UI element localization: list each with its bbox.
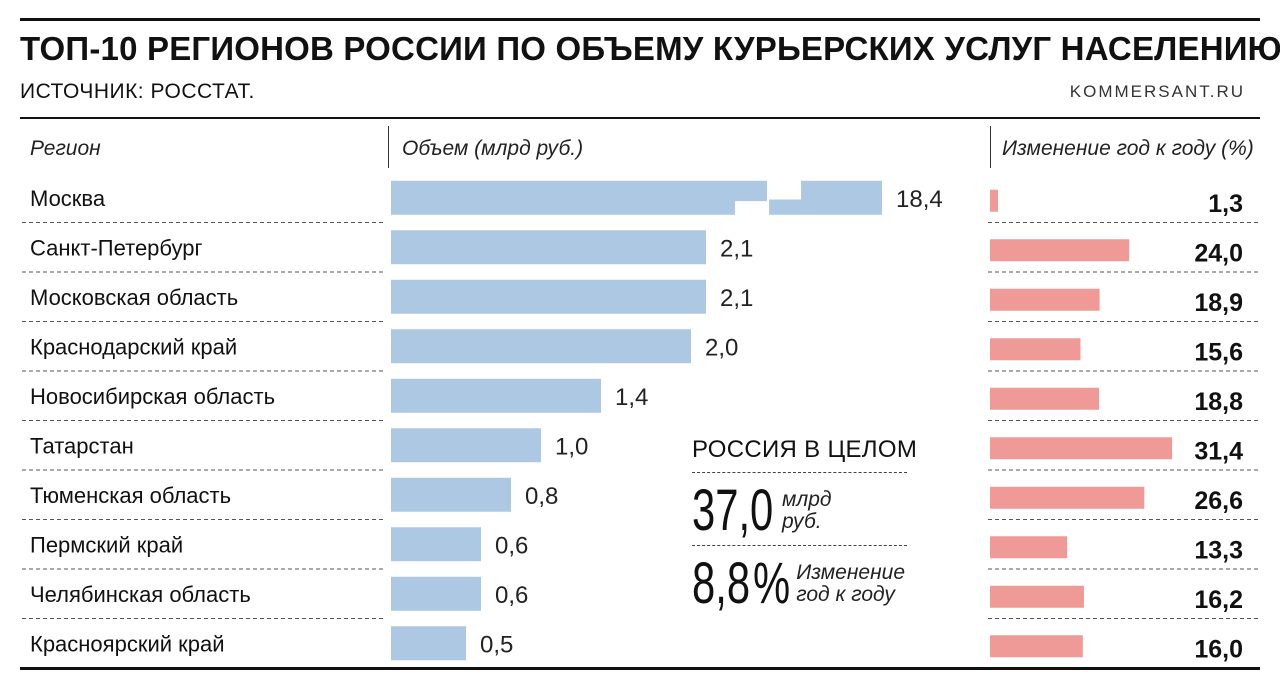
column-divider <box>388 126 389 168</box>
change-bar <box>990 387 1100 410</box>
total-change-label: год к году <box>796 583 895 606</box>
total-change-label: Изменение <box>796 561 905 584</box>
total-volume-unit: млрд <box>782 488 832 511</box>
column-divider <box>990 126 991 168</box>
total-title: РОССИЯ В ЦЕЛОМ <box>692 436 918 463</box>
volume-label: 2,0 <box>705 334 738 361</box>
total-volume-value: 37,0 <box>692 478 774 543</box>
volume-bar <box>391 329 691 364</box>
change-bar <box>990 288 1100 311</box>
volume-label: 0,6 <box>495 532 528 559</box>
change-label: 16,0 <box>1194 635 1243 663</box>
volume-bar <box>391 626 466 661</box>
chart-title: ТОП-10 РЕГИОНОВ РОССИИ ПО ОБЪЕМУ КУРЬЕРС… <box>20 30 1280 67</box>
divider <box>692 545 907 546</box>
region-label: Тюменская область <box>30 483 231 508</box>
change-label: 13,3 <box>1194 536 1243 564</box>
axis-break-gap <box>735 179 802 216</box>
column-header-region: Регион <box>30 137 101 160</box>
change-label: 18,9 <box>1194 289 1243 317</box>
header-rule <box>20 117 1260 119</box>
region-label: Краснодарский край <box>30 334 237 359</box>
site-credit: KOMMERSANT.RU <box>1069 82 1245 101</box>
volume-label: 2,1 <box>720 235 753 262</box>
region-label: Новосибирская область <box>30 384 275 409</box>
region-label: Челябинская область <box>30 582 251 607</box>
source-note: ИСТОЧНИК: РОССТАТ. <box>20 80 255 103</box>
change-bar <box>990 486 1145 509</box>
change-label: 31,4 <box>1194 437 1243 465</box>
region-label: Красноярский край <box>30 631 225 656</box>
column-header-volume: Объем (млрд руб.) <box>402 137 584 160</box>
region-label: Санкт-Петербург <box>30 235 203 260</box>
volume-bar <box>391 477 511 512</box>
volume-bar <box>391 378 601 413</box>
change-label: 26,6 <box>1194 487 1243 515</box>
volume-bar <box>391 230 706 265</box>
change-label: 24,0 <box>1194 239 1243 267</box>
volume-bar <box>391 428 541 463</box>
change-bar <box>990 239 1130 262</box>
change-bar <box>990 338 1081 361</box>
total-change-percent: % <box>752 551 790 616</box>
volume-label: 1,4 <box>615 384 648 411</box>
change-bar <box>990 437 1173 460</box>
region-label: Московская область <box>30 285 238 310</box>
change-bar <box>990 536 1068 559</box>
change-label: 1,3 <box>1208 190 1243 218</box>
total-change-value: 8,8 <box>692 551 751 616</box>
column-header-change: Изменение год к году (%) <box>1002 137 1254 160</box>
volume-label: 2,1 <box>720 285 753 312</box>
top-rule <box>20 18 1260 21</box>
change-bar <box>990 585 1084 608</box>
volume-label: 0,8 <box>525 483 558 510</box>
volume-label: 0,5 <box>480 631 513 658</box>
region-label: Татарстан <box>30 433 134 458</box>
change-label: 16,2 <box>1194 586 1243 614</box>
volume-bar <box>391 180 882 215</box>
region-label: Пермский край <box>30 532 183 557</box>
bottom-rule <box>20 667 1260 670</box>
change-bar <box>990 189 998 212</box>
change-bar <box>990 635 1083 658</box>
volume-label: 18,4 <box>896 186 943 213</box>
volume-label: 0,6 <box>495 582 528 609</box>
total-volume-unit: руб. <box>782 510 822 533</box>
russia-total-panel: РОССИЯ В ЦЕЛОМ 37,0 млрд руб. 8,8 % Изме… <box>692 436 918 616</box>
volume-bar <box>391 279 706 314</box>
region-label: Москва <box>30 186 106 211</box>
change-label: 18,8 <box>1194 388 1243 416</box>
volume-bar <box>391 527 481 562</box>
volume-label: 1,0 <box>555 433 588 460</box>
divider <box>692 472 907 473</box>
change-label: 15,6 <box>1194 338 1243 366</box>
volume-bar <box>391 576 481 611</box>
